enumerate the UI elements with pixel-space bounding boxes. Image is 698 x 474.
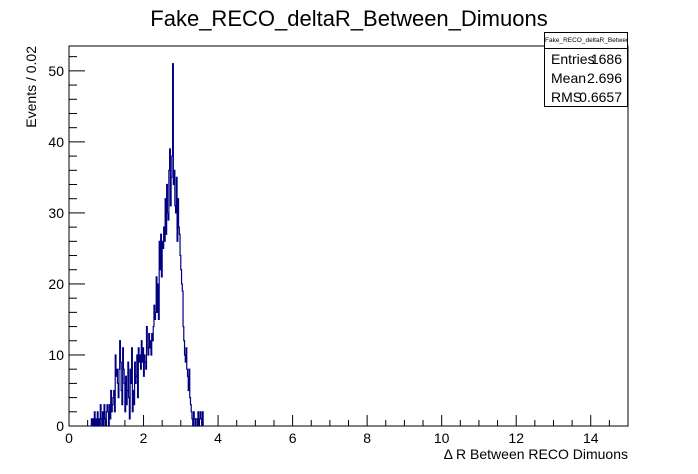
stats-label: Mean [551,70,587,86]
x-axis-label: Δ R Between RECO Dimuons [444,446,628,462]
stats-label: Entries [551,51,595,67]
x-tick-label: 6 [289,430,297,446]
stats-label: RMS [551,89,583,105]
histogram-bars [90,63,204,427]
y-tick-label: 40 [48,134,64,150]
stats-value: 1686 [590,51,622,67]
y-tick-label: 20 [48,276,64,292]
x-tick-label: 2 [140,430,148,446]
stats-value: 2.696 [586,70,622,86]
y-axis-label: Events / 0.02 [23,46,39,128]
x-tick-label: 12 [508,430,524,446]
x-tick-label: 14 [583,430,599,446]
y-tick-label: 10 [48,347,64,363]
stats-row-entries: Entries 1686 [551,50,622,69]
stats-row-rms: RMS 0.6657 [551,88,622,107]
x-axis: 0 2 4 6 8 10 12 14 [65,415,629,446]
x-tick-label: 8 [363,430,371,446]
y-axis: 0 10 20 30 40 50 [48,56,85,434]
stats-value: 0.6657 [579,89,622,105]
y-tick-label: 50 [48,63,64,79]
stats-box: Fake_RECO_deltaR_Between_Dimuons Entries… [544,32,628,107]
stats-title: Fake_RECO_deltaR_Between_Dimuons [545,33,627,49]
stats-row-mean: Mean 2.696 [551,69,622,88]
x-tick-label: 0 [65,430,73,446]
x-tick-label: 4 [214,430,222,446]
histogram-line [90,63,204,427]
x-tick-label: 10 [434,430,450,446]
y-tick-label: 0 [56,418,64,434]
chart-title: Fake_RECO_deltaR_Between_Dimuons [150,6,547,31]
y-tick-label: 30 [48,205,64,221]
